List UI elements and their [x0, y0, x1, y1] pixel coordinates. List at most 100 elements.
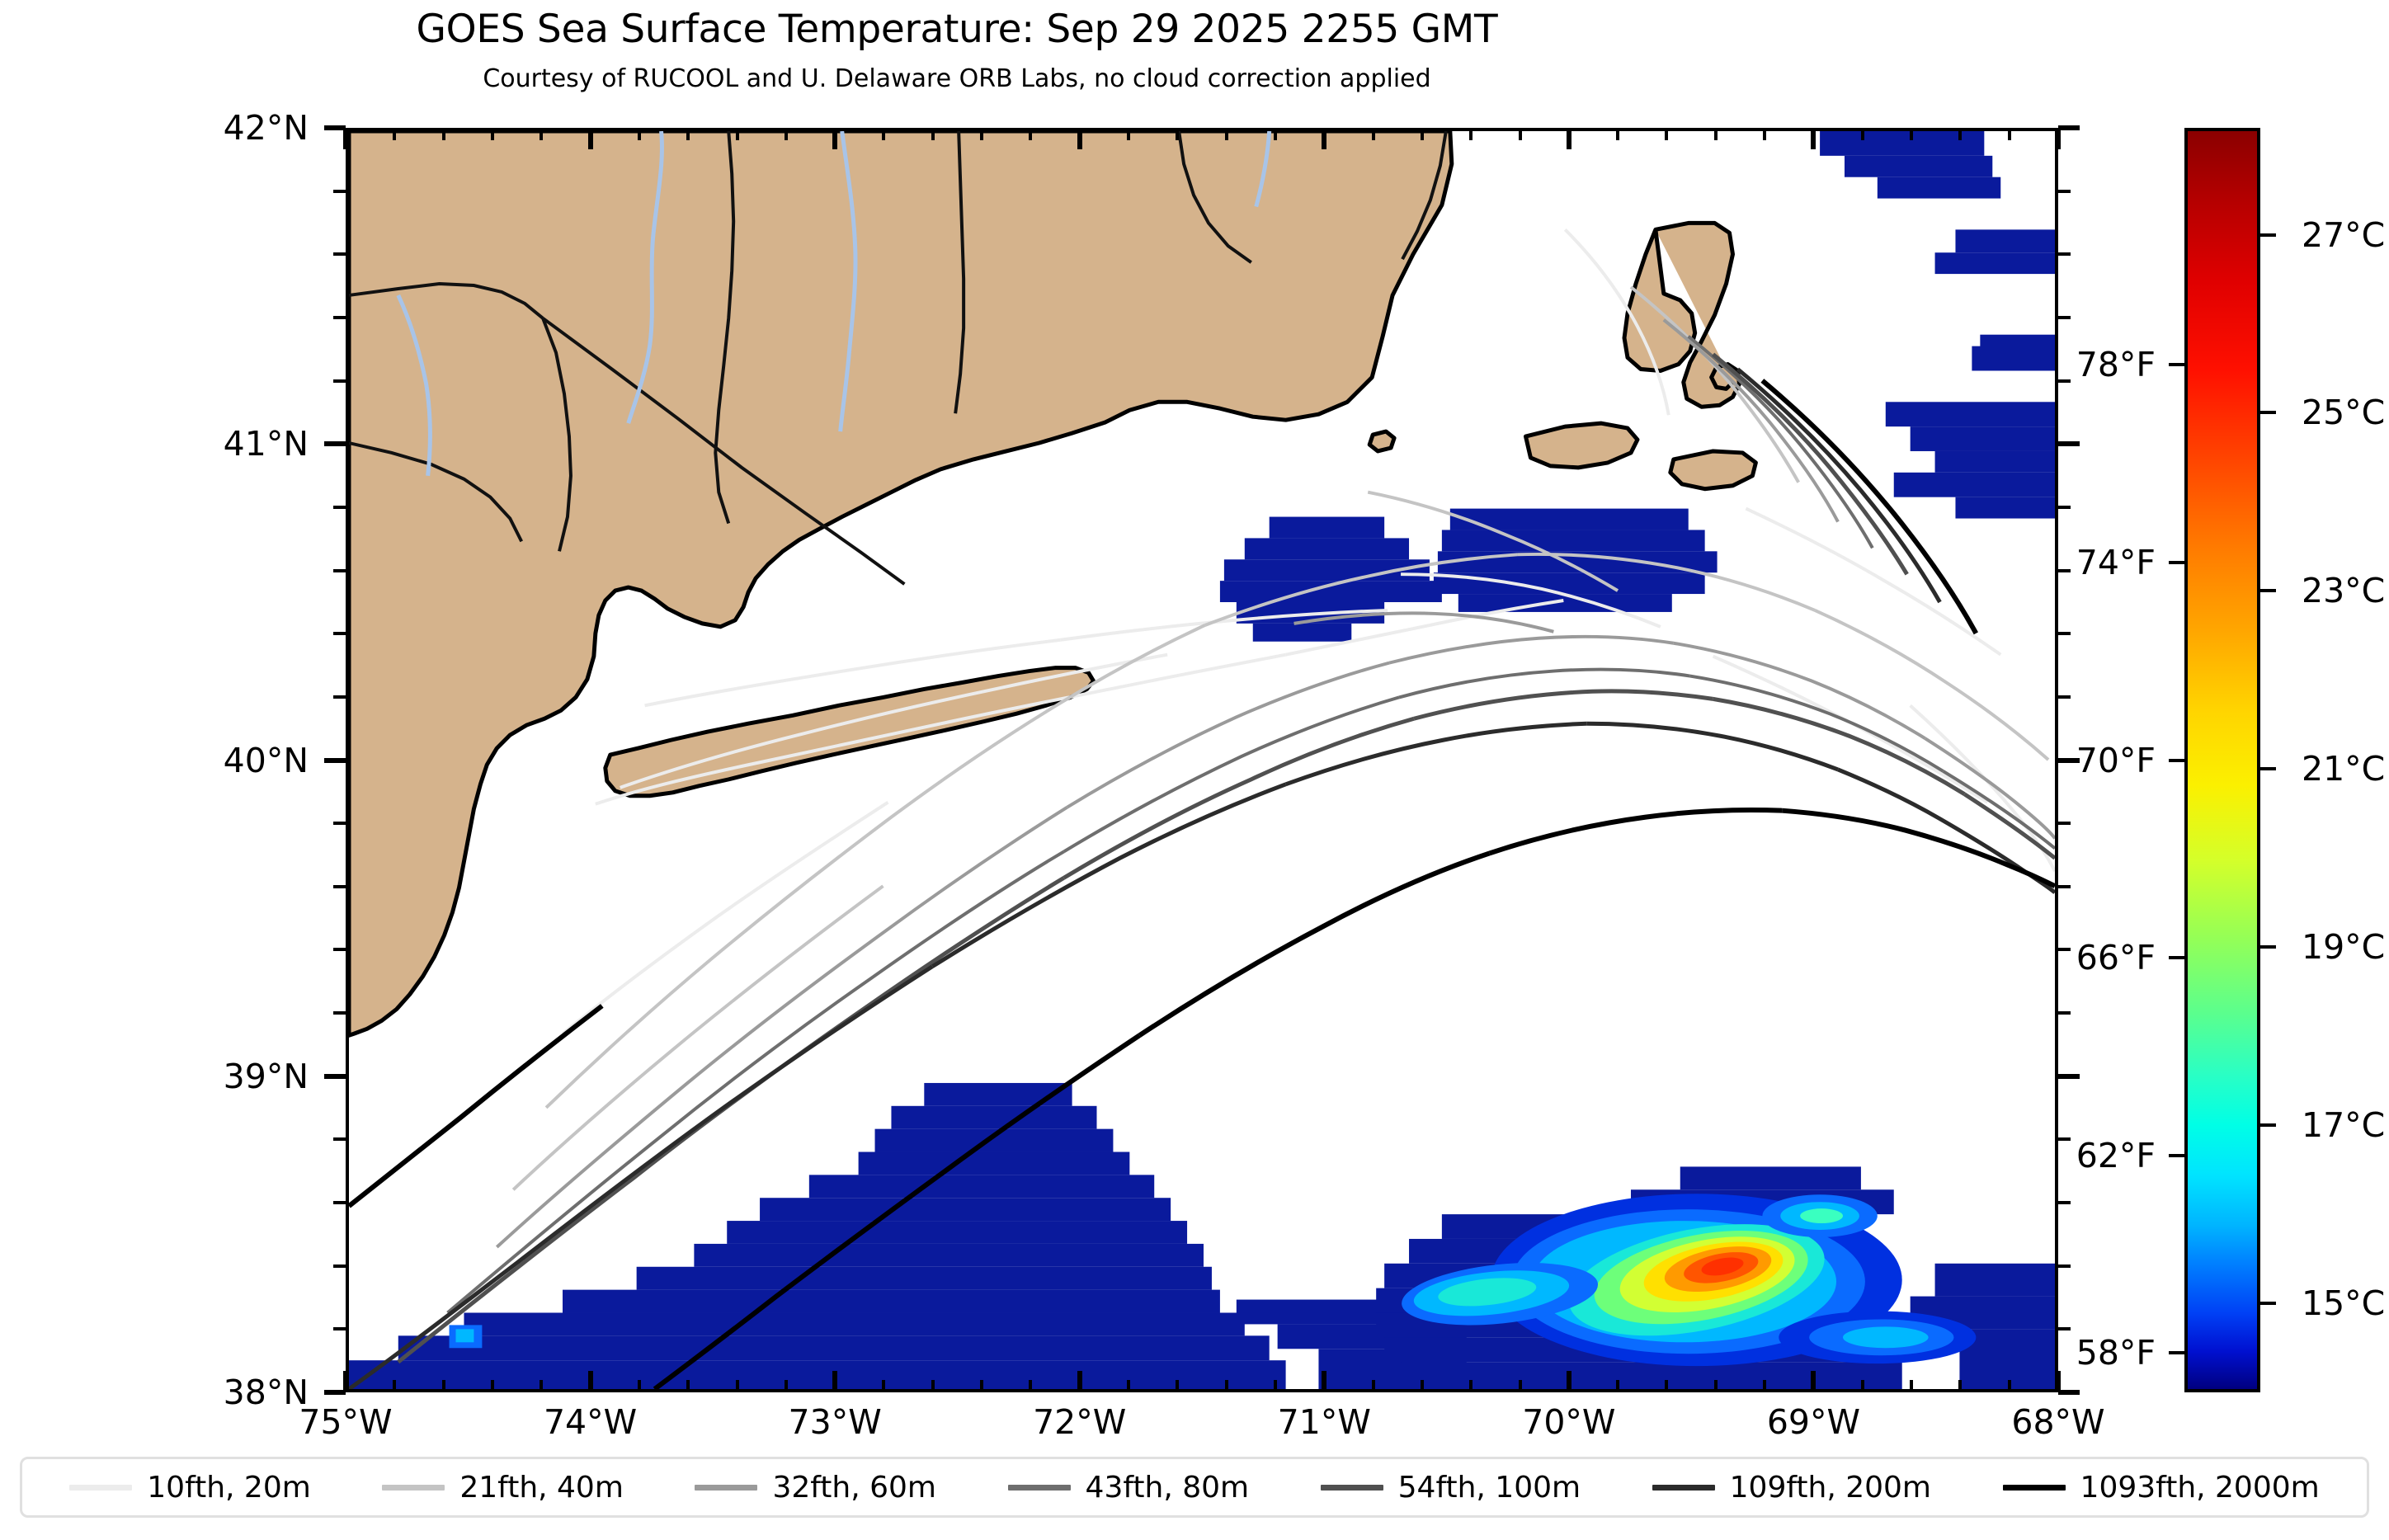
state-borders: [349, 131, 1448, 586]
x-tick-minor: [540, 1380, 544, 1392]
legend-item: 1093fth, 2000m: [2002, 1471, 2320, 1505]
x-tick-minor: [393, 1380, 397, 1392]
colorbar-label-celsius: 15°C: [2302, 1283, 2386, 1324]
x-tick-minor-top: [2007, 128, 2011, 140]
y-tick-minor-right: [2058, 505, 2071, 509]
x-tick-label: 73°W: [788, 1402, 882, 1442]
legend-item-label: 10fth, 20m: [147, 1470, 311, 1505]
x-tick-minor: [1958, 1380, 1963, 1392]
x-tick-minor-top: [490, 128, 494, 140]
x-tick-minor: [735, 1380, 739, 1392]
sst-map-plot-area[interactable]: [346, 128, 2058, 1392]
x-tick-minor: [1176, 1380, 1180, 1392]
land-mass: [349, 131, 1758, 1038]
legend-item: 21fth, 40m: [382, 1471, 624, 1505]
colorbar-label-celsius: 27°C: [2302, 214, 2386, 255]
y-tick-major-right: [2058, 1390, 2080, 1395]
rivers: [396, 131, 1272, 477]
x-tick-major: [343, 1371, 348, 1392]
x-tick-major: [1077, 1371, 1082, 1392]
x-tick-minor-top: [393, 128, 397, 140]
x-tick-label: 72°W: [1033, 1402, 1127, 1442]
y-tick-minor-right: [2058, 1264, 2071, 1268]
y-tick-major: [324, 757, 346, 763]
colorbar-label-celsius: 17°C: [2302, 1105, 2386, 1146]
colorbar-label-celsius: 21°C: [2302, 749, 2386, 789]
legend-line-swatch: [1652, 1484, 1715, 1491]
x-tick-minor: [1665, 1380, 1669, 1392]
x-tick-minor: [1860, 1380, 1864, 1392]
x-tick-minor-top: [637, 128, 641, 140]
y-tick-minor: [333, 379, 346, 383]
x-tick-major-top: [1566, 128, 1571, 149]
legend-item: 10fth, 20m: [69, 1471, 311, 1505]
y-tick-minor: [333, 884, 346, 888]
x-tick-minor-top: [1665, 128, 1669, 140]
colorbar-tick-celsius: [2260, 411, 2276, 415]
x-tick-minor-top: [1029, 128, 1033, 140]
y-tick-label: 38°N: [223, 1373, 309, 1412]
colorbar-tick-celsius: [2260, 945, 2276, 949]
legend-line-swatch: [382, 1484, 445, 1491]
x-tick-major: [1566, 1371, 1571, 1392]
y-tick-minor: [333, 568, 346, 572]
x-tick-major-top: [1811, 128, 1816, 149]
y-tick-minor: [333, 822, 346, 826]
colorbar-tick-celsius: [2260, 1302, 2276, 1306]
legend-item-label: 21fth, 40m: [459, 1470, 624, 1505]
x-tick-label: 75°W: [299, 1402, 393, 1442]
colorbar-tick-fahrenheit: [2169, 758, 2184, 762]
x-tick-minor-top: [1176, 128, 1180, 140]
bathymetry-legend: 10fth, 20m 21fth, 40m 32fth, 60m 43fth, 80m…: [20, 1457, 2369, 1518]
x-tick-major: [832, 1371, 838, 1392]
sst-nj-nearshore: [449, 1325, 483, 1349]
colorbar-tick-celsius: [2260, 233, 2276, 237]
colorbar-label-celsius: 23°C: [2302, 571, 2386, 611]
x-tick-major-top: [1322, 128, 1327, 149]
colorbar-tick-celsius: [2260, 767, 2276, 771]
x-tick-minor: [931, 1380, 935, 1392]
colorbar-label-fahrenheit: 62°F: [2076, 1135, 2156, 1175]
colorbar-label-celsius: 25°C: [2302, 393, 2386, 433]
y-tick-major-right: [2058, 125, 2080, 130]
x-tick-minor: [1910, 1380, 1914, 1392]
x-tick-minor: [1713, 1380, 1718, 1392]
legend-line-swatch: [1007, 1484, 1071, 1491]
legend-line-swatch: [2002, 1484, 2066, 1491]
legend-item: 54fth, 100m: [1320, 1471, 1581, 1505]
bathy-contour-60m: [495, 318, 2055, 1249]
x-tick-minor-top: [1713, 128, 1718, 140]
legend-item: 109fth, 200m: [1652, 1471, 1931, 1505]
x-tick-minor: [980, 1380, 984, 1392]
y-tick-minor-right: [2058, 568, 2071, 572]
bathy-contour-80m: [446, 335, 2055, 1315]
y-tick-major: [324, 441, 346, 447]
y-tick-minor-right: [2058, 948, 2071, 952]
y-tick-minor-right: [2058, 632, 2071, 636]
colorbar-gradient[interactable]: [2184, 128, 2260, 1392]
x-tick-label: 74°W: [543, 1402, 638, 1442]
x-tick-minor-top: [735, 128, 739, 140]
colorbar-tick-fahrenheit: [2169, 560, 2184, 564]
x-tick-major-top: [832, 128, 838, 149]
x-tick-minor: [784, 1380, 788, 1392]
x-tick-minor-top: [540, 128, 544, 140]
x-tick-minor-top: [441, 128, 445, 140]
x-tick-label: 68°W: [2011, 1402, 2105, 1442]
x-tick-minor-top: [1958, 128, 1963, 140]
bathy-contour-2000m: [349, 379, 2055, 1389]
x-tick-label: 70°W: [1522, 1402, 1616, 1442]
x-tick-major: [1322, 1371, 1327, 1392]
y-tick-minor: [333, 505, 346, 509]
y-tick-minor-right: [2058, 1201, 2071, 1205]
x-tick-minor-top: [882, 128, 886, 140]
colorbar-tick-fahrenheit: [2169, 1351, 2184, 1355]
legend-line-swatch: [1320, 1484, 1383, 1491]
colorbar-tick-celsius: [2260, 1123, 2276, 1128]
y-tick-minor-right: [2058, 1137, 2071, 1142]
sst-warm-eddy: [1402, 1194, 1902, 1367]
y-tick-major: [324, 1073, 346, 1079]
x-tick-minor-top: [1616, 128, 1620, 140]
colorbar-label-celsius: 19°C: [2302, 927, 2386, 968]
x-tick-minor: [686, 1380, 690, 1392]
